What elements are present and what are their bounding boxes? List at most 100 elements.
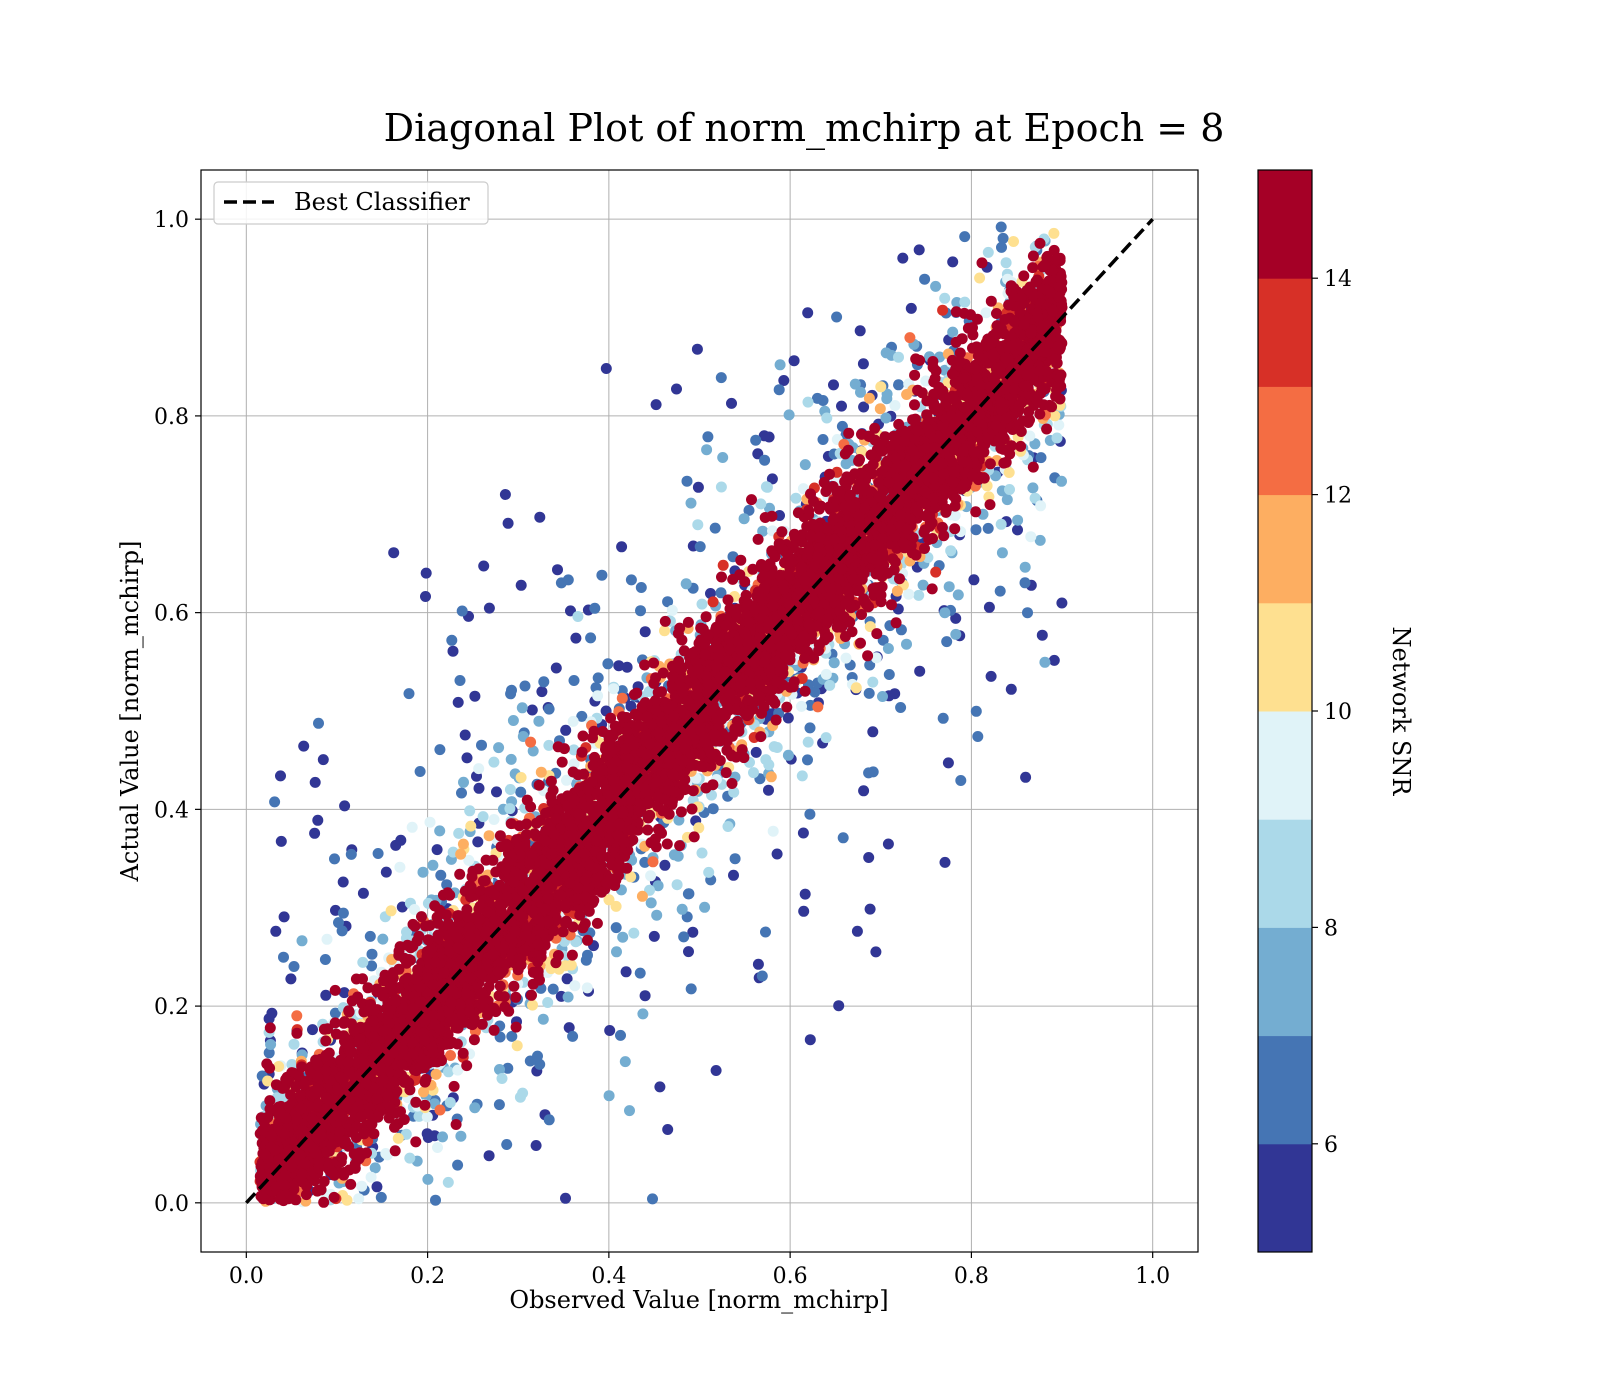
scatter-point — [432, 1142, 443, 1153]
scatter-point — [1056, 597, 1068, 609]
scatter-point — [995, 518, 1007, 530]
scatter-point — [821, 412, 833, 424]
scatter-point — [680, 578, 692, 590]
scatter-point — [952, 589, 964, 601]
scatter-point — [320, 989, 332, 1001]
scatter-point — [504, 784, 516, 795]
scatter-point — [939, 856, 951, 868]
scatter-point — [430, 1194, 441, 1206]
scatter-point — [701, 444, 713, 456]
scatter-point — [864, 621, 876, 633]
scatter-point — [560, 724, 572, 736]
scatter-point — [473, 782, 485, 794]
scatter-point — [600, 363, 612, 374]
scatter-point — [507, 715, 519, 726]
scatter-point — [883, 669, 895, 680]
scatter-point — [472, 836, 484, 848]
scatter-point — [799, 459, 811, 471]
scatter-point — [947, 326, 959, 338]
scatter-point — [717, 559, 729, 571]
scatter-point — [385, 905, 397, 917]
scatter-point — [285, 973, 297, 985]
scatter-point — [854, 325, 866, 337]
scatter-point — [635, 582, 647, 593]
scatter-point — [648, 930, 660, 942]
scatter-point — [766, 473, 778, 485]
scatter-point — [409, 904, 420, 915]
scatter-point — [628, 927, 640, 939]
scatter-point — [457, 838, 469, 850]
scatter-point — [692, 481, 704, 493]
scatter-point — [683, 888, 695, 900]
scatter-point — [275, 835, 287, 847]
scatter-point — [619, 1056, 631, 1068]
scatter-point — [604, 1025, 616, 1036]
scatter-point — [296, 935, 308, 947]
scatter-point — [319, 954, 331, 965]
scatter-point — [389, 1121, 400, 1133]
scatter-point — [941, 636, 953, 648]
scatter-point — [837, 832, 849, 844]
scatter-point — [904, 332, 916, 344]
scatter-point — [715, 481, 727, 493]
scatter-point — [750, 434, 762, 446]
scatter-point — [645, 870, 657, 882]
scatter-point — [262, 1075, 274, 1087]
scatter-point — [394, 861, 406, 873]
scatter-point — [676, 903, 688, 915]
scatter-point — [516, 702, 528, 714]
scatter-point — [510, 991, 522, 1003]
scatter-point — [515, 772, 527, 783]
scatter-point — [483, 830, 495, 842]
scatter-point — [337, 876, 349, 888]
scatter-point — [856, 428, 867, 440]
scatter-point — [389, 1145, 401, 1157]
scatter-point — [662, 1124, 674, 1135]
scatter-point — [499, 489, 511, 500]
scatter-point — [743, 504, 755, 516]
scatter-point — [685, 983, 697, 995]
scatter-point — [991, 308, 1002, 319]
scatter-point — [746, 494, 757, 506]
scatter-point — [752, 533, 764, 545]
scatter-point — [336, 925, 348, 937]
scatter-point — [491, 786, 502, 798]
scatter-point — [671, 879, 683, 891]
scatter-point — [728, 869, 739, 881]
scatter-point — [936, 521, 948, 533]
scatter-point — [395, 834, 407, 846]
scatter-point — [643, 686, 655, 697]
scatter-point — [685, 497, 697, 509]
scatter-point — [537, 1013, 549, 1025]
scatter-point — [562, 574, 574, 586]
scatter-point — [464, 805, 476, 817]
scatter-point — [738, 513, 750, 525]
scatter-point — [592, 672, 604, 684]
scatter-point — [812, 701, 824, 713]
scatter-point — [765, 771, 777, 783]
scatter-point — [748, 767, 759, 779]
scatter-point — [796, 770, 808, 782]
scatter-point — [534, 511, 546, 523]
scatter-point — [366, 960, 378, 972]
scatter-point — [707, 596, 719, 608]
scatter-point — [1019, 577, 1031, 589]
scatter-point — [563, 1022, 575, 1034]
scatter-point — [855, 386, 866, 398]
scatter-point — [917, 579, 929, 591]
scatter-point — [270, 925, 282, 937]
scatter-point — [446, 634, 458, 646]
scatter-point — [413, 1110, 425, 1122]
scatter-point — [1049, 410, 1061, 422]
scatter-point — [410, 1096, 422, 1108]
scatter-point — [857, 358, 869, 370]
scatter-point — [930, 566, 942, 578]
scatter-point — [926, 583, 938, 595]
scatter-point — [356, 1180, 368, 1192]
scatter-point — [417, 866, 429, 878]
scatter-point — [589, 602, 601, 614]
scatter-point — [758, 430, 770, 442]
scatter-point — [543, 1114, 555, 1126]
scatter-point — [269, 796, 281, 808]
scatter-point — [380, 866, 392, 878]
